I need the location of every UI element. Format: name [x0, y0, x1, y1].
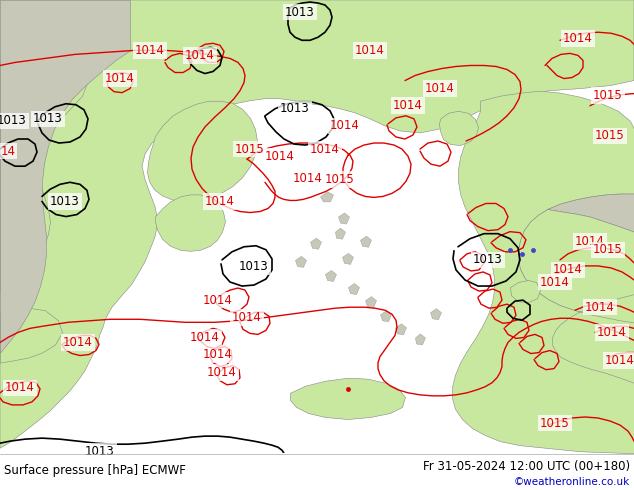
Text: 1013: 1013 — [0, 114, 27, 127]
Text: 1014: 1014 — [203, 348, 233, 361]
Text: 1013: 1013 — [85, 445, 115, 458]
Text: 1013: 1013 — [50, 195, 80, 208]
Text: 1014: 1014 — [553, 264, 583, 276]
Text: 1014: 1014 — [135, 44, 165, 57]
Text: 1015: 1015 — [593, 89, 623, 102]
Text: 1013: 1013 — [473, 253, 503, 267]
Text: 1015: 1015 — [595, 129, 625, 143]
Text: 1014: 1014 — [190, 331, 220, 344]
Text: 1015: 1015 — [325, 173, 355, 186]
Text: Fr 31-05-2024 12:00 UTC (00+180): Fr 31-05-2024 12:00 UTC (00+180) — [423, 460, 630, 473]
Text: 1013: 1013 — [239, 260, 269, 273]
Text: 1014: 1014 — [597, 326, 627, 339]
Text: 1014: 1014 — [105, 72, 135, 85]
Text: 1014: 1014 — [393, 99, 423, 112]
Text: 1014: 1014 — [425, 82, 455, 95]
Text: 1014: 1014 — [310, 143, 340, 155]
Text: ©weatheronline.co.uk: ©weatheronline.co.uk — [514, 477, 630, 487]
Text: 1014: 1014 — [585, 301, 615, 314]
Text: 1014: 1014 — [265, 149, 295, 163]
Text: 1014: 1014 — [575, 235, 605, 248]
Text: 1015: 1015 — [593, 244, 623, 256]
Text: 1014: 1014 — [293, 172, 323, 185]
Text: 1014: 1014 — [563, 32, 593, 45]
Text: 1015: 1015 — [540, 416, 570, 430]
Text: 1014: 1014 — [232, 311, 262, 324]
Text: 1013: 1013 — [33, 112, 63, 125]
Text: 1013: 1013 — [285, 5, 315, 19]
Text: 14: 14 — [1, 145, 15, 158]
Text: Surface pressure [hPa] ECMWF: Surface pressure [hPa] ECMWF — [4, 464, 186, 477]
Text: 1014: 1014 — [207, 366, 237, 379]
Text: 1014: 1014 — [63, 336, 93, 349]
Text: 1014: 1014 — [185, 49, 215, 62]
Text: 1013: 1013 — [280, 102, 310, 115]
Text: 1014: 1014 — [605, 354, 634, 367]
Text: 1014: 1014 — [203, 294, 233, 307]
Text: 1014: 1014 — [5, 381, 35, 394]
Text: 1014: 1014 — [205, 195, 235, 208]
Text: 1014: 1014 — [540, 275, 570, 289]
Text: 1014: 1014 — [355, 44, 385, 57]
Text: 1014: 1014 — [330, 120, 360, 132]
Text: 1015: 1015 — [235, 143, 265, 155]
